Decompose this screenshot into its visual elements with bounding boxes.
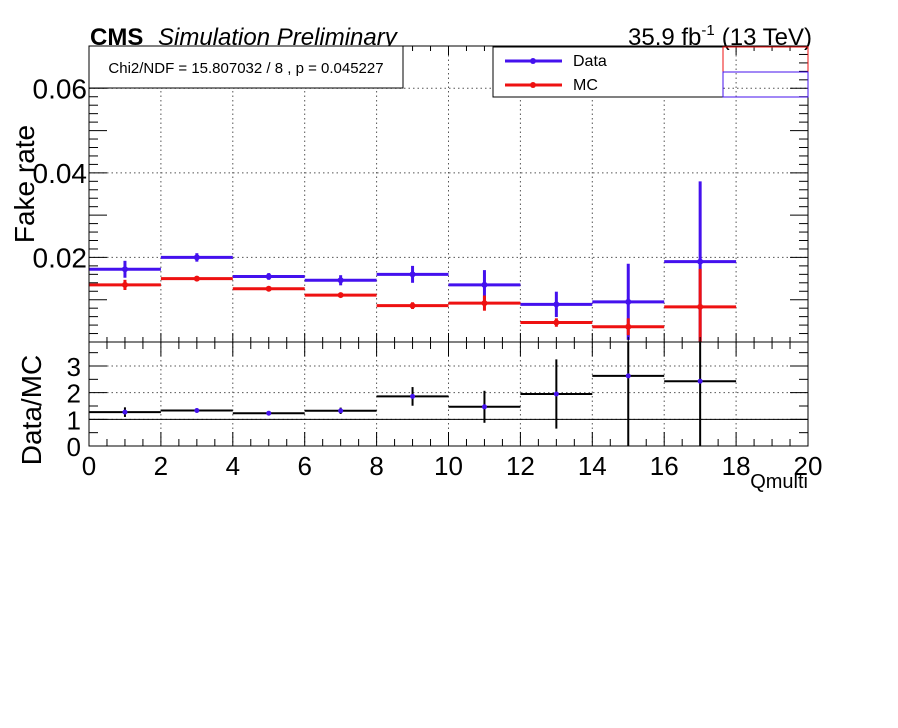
- x-tick-label: 20: [794, 451, 823, 481]
- data-point-mc: [193, 275, 200, 282]
- ratio-point: [338, 408, 344, 414]
- ratio-point: [410, 393, 416, 399]
- upper-y-tick-label: 0.02: [33, 242, 88, 273]
- upper-marks: [89, 181, 737, 342]
- x-tick-label: 2: [154, 451, 168, 481]
- legend: Data MC: [492, 46, 809, 98]
- data-point-mc: [409, 302, 416, 309]
- series-data: [89, 181, 737, 342]
- x-tick-label: 8: [369, 451, 383, 481]
- x-axis-title: Qmulti: [750, 471, 808, 493]
- x-tick-label: 16: [650, 451, 679, 481]
- series-mc: [89, 268, 737, 342]
- legend-mc-marker: [530, 82, 536, 88]
- data-point-mc: [265, 285, 272, 292]
- lower-y-tick-label: 2: [67, 379, 81, 409]
- x-tick-label: 10: [434, 451, 463, 481]
- lower-y-tick-label: 3: [67, 352, 81, 382]
- x-tick-label: 0: [82, 451, 96, 481]
- ratio-point: [625, 373, 631, 379]
- ratio-point: [553, 391, 559, 397]
- data-point-mc: [553, 319, 560, 326]
- ratio-point: [194, 408, 200, 414]
- data-point-mc: [481, 300, 488, 307]
- data-point-mc: [121, 281, 128, 288]
- data-point-data: [193, 254, 200, 261]
- data-point-data: [697, 258, 704, 265]
- data-point-mc: [337, 292, 344, 299]
- data-point-data: [625, 298, 632, 305]
- fit-box: [88, 45, 404, 89]
- data-point-data: [265, 273, 272, 280]
- legend-box: [492, 46, 724, 98]
- fit-box-text: Chi2/NDF = 15.807032 / 8 , p = 0.045227: [108, 60, 383, 77]
- upper-y-tick-label: 0.06: [33, 73, 88, 104]
- lower-y-tick-label: 1: [67, 405, 81, 435]
- ratio-point: [697, 378, 703, 384]
- x-tick-label: 18: [722, 451, 751, 481]
- x-tick-label: 6: [297, 451, 311, 481]
- data-point-data: [409, 271, 416, 278]
- series-ratio: [89, 342, 737, 446]
- x-tick-label: 14: [578, 451, 607, 481]
- upper-y-tick-label: 0.04: [33, 158, 88, 189]
- legend-data-marker: [530, 58, 536, 64]
- x-tick-label: 4: [226, 451, 240, 481]
- lower-y-tick-label: 0: [67, 432, 81, 462]
- data-point-mc: [625, 323, 632, 330]
- ratio-point: [481, 404, 487, 410]
- legend-swatch-blue: [722, 71, 809, 98]
- ratio-point: [122, 409, 128, 415]
- legend-data-label: Data: [573, 53, 607, 70]
- ratio-point: [266, 410, 272, 416]
- lower-marks: [89, 342, 737, 446]
- data-point-mc: [697, 303, 704, 310]
- upper-y-axis-title: Fake rate: [9, 125, 40, 243]
- lower-y-axis-title: Data/MC: [16, 355, 47, 465]
- data-point-data: [481, 281, 488, 288]
- data-point-data: [337, 277, 344, 284]
- data-point-data: [121, 266, 128, 273]
- data-point-data: [553, 301, 560, 308]
- lower-grid: [89, 342, 808, 446]
- lumi-superscript: -1: [701, 22, 714, 39]
- legend-mc-label: MC: [573, 77, 598, 94]
- x-tick-label: 12: [506, 451, 535, 481]
